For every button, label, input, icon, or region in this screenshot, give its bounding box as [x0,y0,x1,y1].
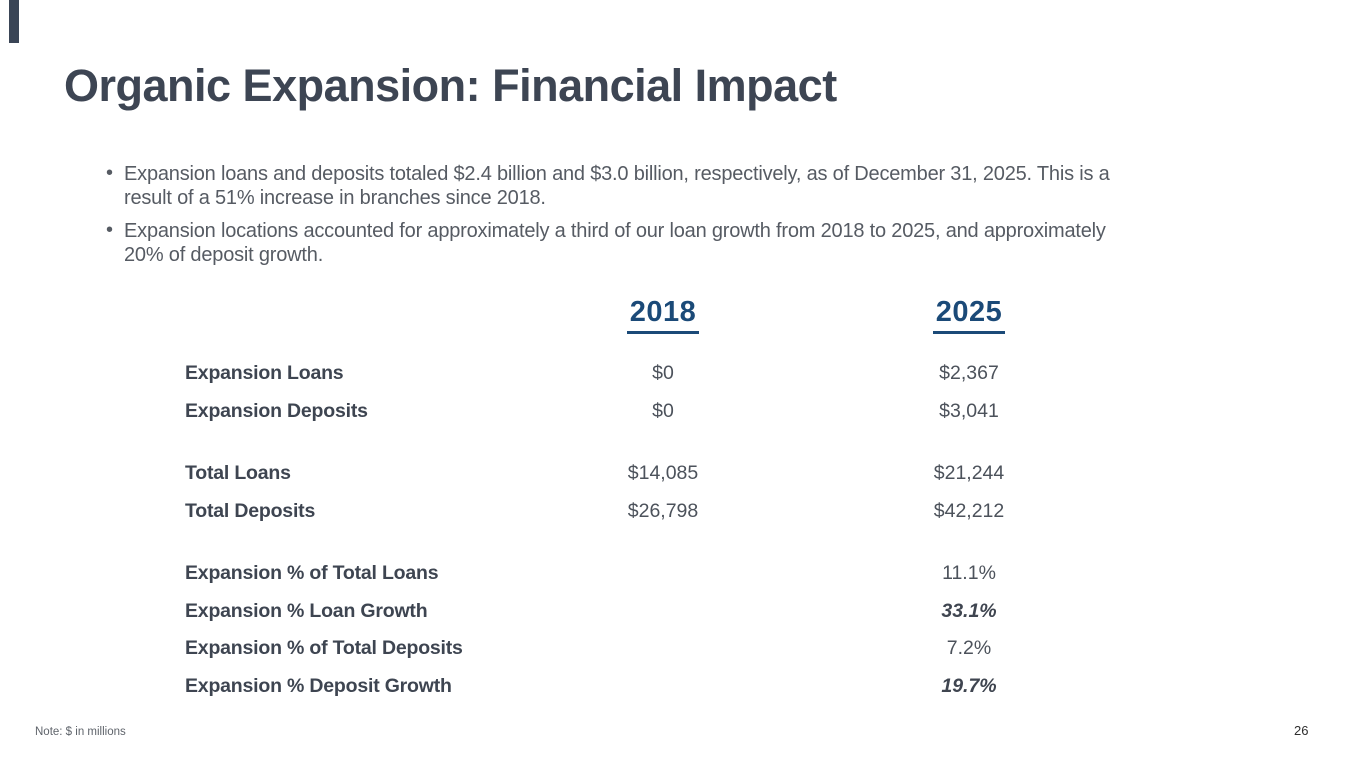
bullet-text: Expansion loans and deposits totaled $2.… [124,163,1110,209]
bullet-text: Expansion locations accounted for approx… [124,220,1106,266]
value-2018: $14,085 [627,462,699,485]
bullet-icon: • [106,219,113,241]
table-header-row: 2018 2025 [185,296,1112,341]
row-label: Total Loans [185,462,291,485]
column-header-2018: 2018 [520,296,806,341]
page-title: Organic Expansion: Financial Impact [64,60,837,111]
accent-bar [9,0,19,43]
value-2018: $0 [652,362,674,385]
bullet-item: • Expansion locations accounted for appr… [104,219,1149,267]
page-number: 26 [1294,723,1309,738]
financial-table: 2018 2025 Expansion Loans $0 $2,367 Expa… [185,296,1112,705]
column-header-2025: 2025 [826,296,1112,341]
bullet-icon: • [106,162,113,184]
row-label: Expansion % Deposit Growth [185,674,452,697]
footnote: Note: $ in millions [35,726,126,738]
value-2018: $0 [652,399,674,422]
table-row: Total Loans $14,085 $21,244 [185,455,1112,493]
table-row: Expansion Deposits $0 $3,041 [185,393,1112,431]
value-2025: $21,244 [933,462,1005,485]
table-row: Expansion Loans $0 $2,367 [185,355,1112,393]
table-row: Expansion % of Total Deposits 7.2% [185,630,1112,668]
table-row: Expansion % of Total Loans 11.1% [185,555,1112,593]
row-label: Total Deposits [185,499,316,522]
value-2025: 11.1% [942,562,996,585]
column-header-2018-label: 2018 [626,296,700,334]
value-2025: $3,041 [939,399,999,422]
value-2025: $42,212 [933,499,1005,522]
value-2025: $2,367 [939,362,999,385]
value-2025: 7.2% [946,637,992,660]
header-spacer [185,296,520,341]
table-row: Expansion % Loan Growth 33.1% [185,593,1112,631]
value-2025: 19.7% [941,674,997,697]
bullet-list: • Expansion loans and deposits totaled $… [104,162,1149,276]
row-label: Expansion % of Total Deposits [185,637,463,660]
column-gutter [806,296,826,341]
bullet-item: • Expansion loans and deposits totaled $… [104,162,1149,210]
row-label: Expansion % Loan Growth [185,599,428,622]
row-label: Expansion Loans [185,362,344,385]
table-row: Expansion % Deposit Growth 19.7% [185,668,1112,706]
value-2025: 33.1% [941,599,997,622]
column-header-2025-label: 2025 [932,296,1006,334]
table-row: Total Deposits $26,798 $42,212 [185,493,1112,531]
value-2018: $26,798 [627,499,699,522]
row-label: Expansion Deposits [185,399,368,422]
table-body: Expansion Loans $0 $2,367 Expansion Depo… [185,355,1112,705]
row-label: Expansion % of Total Loans [185,562,439,585]
